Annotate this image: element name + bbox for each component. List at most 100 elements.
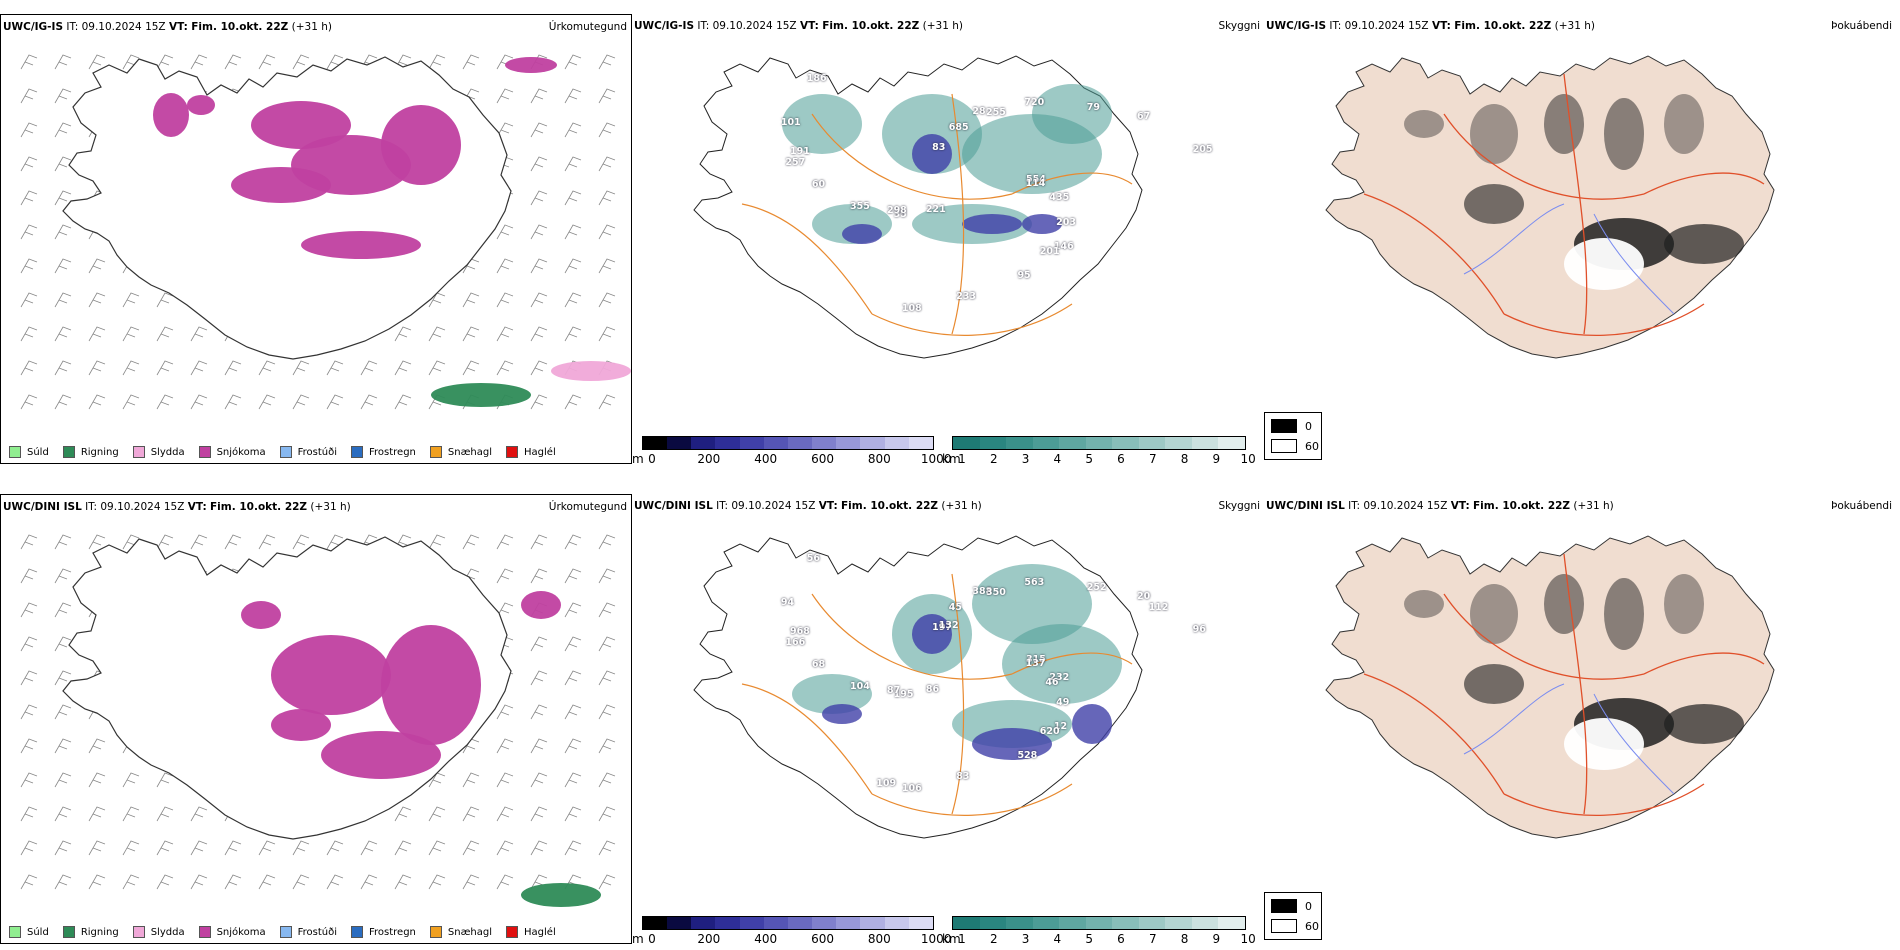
legend-label: Slydda bbox=[150, 446, 185, 458]
legend-swatch bbox=[198, 446, 211, 458]
legend-label: Rigning bbox=[80, 926, 119, 938]
ceiling-label: 96 bbox=[1192, 623, 1206, 635]
legend-swatch bbox=[132, 926, 145, 938]
legend-label: Haglél bbox=[524, 926, 556, 938]
colorbar-tick: 0 bbox=[648, 452, 656, 464]
legend-swatch bbox=[279, 926, 292, 938]
iceland-land bbox=[1325, 535, 1775, 839]
colorbar-tick: 3 bbox=[1021, 932, 1030, 944]
ceiling-label: 67 bbox=[1136, 110, 1151, 122]
colorbar-cell bbox=[1191, 917, 1219, 929]
colorbar-tick: 7 bbox=[1148, 452, 1157, 464]
colorbar-tick: 5 bbox=[1085, 452, 1093, 464]
panel-variable: Úrkomutegund bbox=[548, 501, 627, 513]
legend-swatch bbox=[62, 446, 75, 458]
colorbar-tick: 1000 bbox=[920, 932, 952, 944]
legend-item: Frostúði bbox=[279, 446, 337, 458]
ceiling-label: 201 bbox=[1039, 246, 1060, 258]
ceiling-label: 195 bbox=[893, 689, 914, 701]
colorbar-tick: 600 bbox=[811, 932, 834, 944]
legend-swatch bbox=[62, 926, 75, 938]
ceiling-label: 685 bbox=[948, 122, 969, 134]
colorbar-unit: m bbox=[632, 932, 644, 944]
colorbar-tick: 1 bbox=[958, 452, 966, 464]
colorbar-cell bbox=[836, 437, 861, 449]
precip-map bbox=[20, 54, 631, 410]
ceiling-label: 528 bbox=[1017, 749, 1038, 761]
ceiling-label: 968 bbox=[790, 625, 810, 637]
colorbar-cell bbox=[1059, 437, 1086, 449]
colorbar-cell bbox=[643, 437, 668, 449]
colorbar-cell bbox=[1191, 437, 1219, 449]
ceiling-label: 49 bbox=[1056, 697, 1070, 709]
ceiling-label: 46 bbox=[1045, 676, 1059, 688]
colorbar-tick: 5 bbox=[1085, 932, 1093, 944]
snow-areas bbox=[241, 591, 601, 907]
legend-item: Súld bbox=[9, 926, 49, 938]
ceiling-label: 101 bbox=[780, 116, 801, 128]
fog-map bbox=[1325, 535, 1775, 839]
colorbar-cell bbox=[1165, 917, 1192, 929]
visibility-panel-bottom: UWC/DINI ISL IT: 09.10.2024 15Z VT: Fim.… bbox=[632, 494, 1264, 944]
panel-variable: Skyggni bbox=[1218, 500, 1261, 512]
colorbar-cell bbox=[1138, 437, 1166, 449]
fog-map bbox=[1325, 55, 1775, 359]
colorbar-cell bbox=[715, 917, 740, 929]
legend-item: Snjókoma bbox=[198, 446, 266, 458]
colorbar-cell bbox=[739, 437, 764, 449]
colorbar-tick: 400 bbox=[754, 452, 778, 464]
colorbar-unit: km bbox=[942, 452, 961, 464]
colorbar-cell bbox=[884, 437, 909, 449]
colorbar-cell bbox=[860, 917, 885, 929]
ceiling-label: 233 bbox=[956, 290, 977, 302]
colorbar-cell bbox=[812, 437, 837, 449]
precip-map bbox=[20, 534, 616, 907]
colorbar-cell bbox=[1218, 917, 1245, 929]
ceiling-label: 203 bbox=[1056, 217, 1077, 229]
colorbar-cell bbox=[1032, 437, 1060, 449]
panel-variable: Úrkomutegund bbox=[548, 21, 627, 33]
ceiling-label: 83 bbox=[932, 142, 946, 154]
fog-panel-top: UWC/IG-IS IT: 09.10.2024 15Z VT: Fim. 10… bbox=[1264, 14, 1896, 464]
low-visibility-areas bbox=[782, 84, 1112, 244]
legend-swatch bbox=[9, 926, 21, 938]
legend-label: Snæhagl bbox=[447, 926, 493, 938]
fog-legend-swatch bbox=[1271, 419, 1297, 433]
ceiling-label: 232 bbox=[1049, 671, 1070, 683]
ceiling-colorbar: m 0 200 400 600 800 1000 bbox=[632, 436, 951, 464]
panel-title: UWC/IG-IS IT: 09.10.2024 15Z VT: Fim. 10… bbox=[3, 21, 332, 33]
colorbar-cell bbox=[953, 917, 980, 929]
ceiling-label: 56 bbox=[806, 553, 821, 565]
colorbar-cell bbox=[667, 917, 692, 929]
colorbar-cell bbox=[812, 917, 837, 929]
fog-legend-row: 60 bbox=[1271, 439, 1319, 453]
legend-swatch bbox=[9, 446, 21, 458]
ceiling-label: 20 bbox=[1136, 590, 1151, 602]
ceiling-label: 106 bbox=[901, 782, 922, 794]
ceiling-label: 87 bbox=[886, 684, 901, 696]
colorbar-cell bbox=[1085, 917, 1113, 929]
ceiling-label: 109 bbox=[876, 778, 897, 790]
ceiling-label: 720 bbox=[1024, 97, 1045, 109]
colorbar-cells bbox=[642, 916, 934, 930]
low-visibility-areas bbox=[792, 564, 1122, 748]
colorbar-cell bbox=[787, 917, 813, 929]
colorbar-tick: 400 bbox=[754, 932, 778, 944]
colorbar-cell bbox=[1218, 437, 1245, 449]
ceiling-label: 35 bbox=[893, 209, 907, 221]
fog-legend-swatch bbox=[1271, 439, 1297, 453]
legend-item: Slydda bbox=[132, 926, 185, 938]
colorbar-cell bbox=[836, 917, 861, 929]
fog-legend-swatch bbox=[1271, 919, 1297, 933]
legend-swatch bbox=[506, 446, 519, 458]
colorbar-cell bbox=[908, 437, 933, 449]
legend-item: Súld bbox=[9, 446, 49, 458]
colorbar-tick: 1 bbox=[958, 932, 966, 944]
legend-swatch bbox=[429, 446, 442, 458]
ceiling-label: 112 bbox=[1148, 602, 1169, 614]
visibility-colorbar: km 1 2 3 4 5 6 7 8 9 10 bbox=[942, 916, 1256, 944]
ceiling-label: 350 bbox=[986, 586, 1006, 598]
panel-title: UWC/IG-IS IT: 09.10.2024 15Z VT: Fim. 10… bbox=[1266, 20, 1595, 32]
colorbar-tick: 7 bbox=[1148, 932, 1157, 944]
ceiling-label: 108 bbox=[901, 302, 922, 314]
